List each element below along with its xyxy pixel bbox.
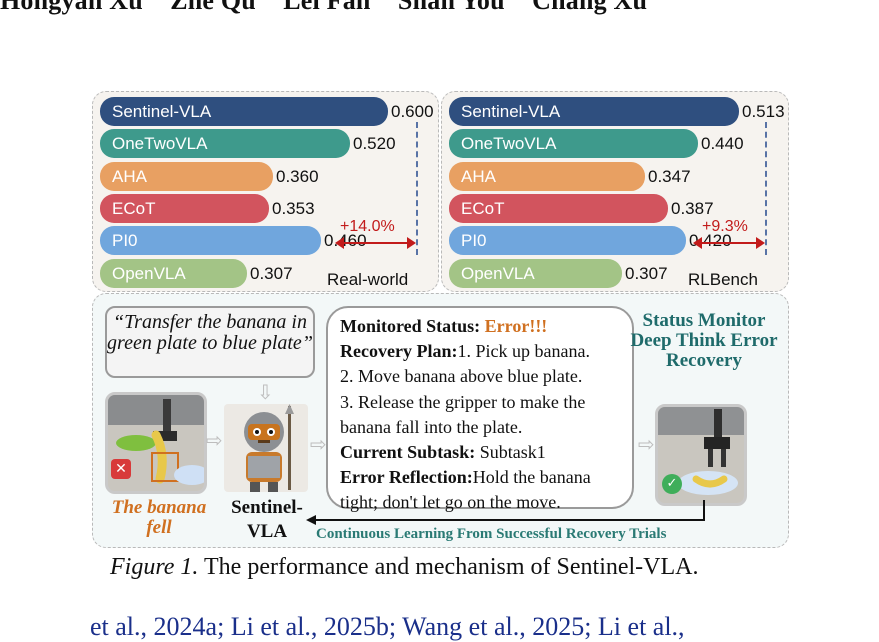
citation-links[interactable]: et al., 2024a; Li et al., 2025b; Wang et… [90, 612, 685, 641]
gain-arrow-right-head [407, 237, 416, 249]
bar-value-label: 0.600 [391, 102, 434, 121]
figure-caption: Figure 1. The performance and mechanism … [110, 554, 699, 581]
error-reflection-value: Hold the banana tight; don't let go on t… [340, 467, 591, 513]
monitored-status-line: Monitored Status: Error!!! [340, 314, 632, 339]
bar-onetwovla: OneTwoVLA [449, 129, 698, 158]
recovery-plan-step: 2. Move banana above blue plate. [340, 366, 583, 387]
bar-sentinel-vla: Sentinel-VLA [100, 97, 388, 126]
error-reflection-label: Error Reflection: [340, 467, 473, 488]
gain-arrow-line [700, 242, 760, 244]
monitored-status-label: Monitored Status: [340, 316, 481, 336]
author-affiliation-mark: 4 [371, 0, 378, 3]
gain-annotation: +9.3% [702, 218, 748, 235]
bar-value-label: 0.307 [625, 264, 668, 283]
bar-value-label: 0.440 [701, 134, 744, 153]
author-name: Chang Xu [532, 0, 648, 15]
bar-pi0: PI0 [449, 226, 686, 255]
monitor-title: Status Monitor Deep Think Error Recovery [630, 310, 778, 371]
right-arrow-icon: ⇨ [206, 428, 223, 452]
bar-sentinel-vla: Sentinel-VLA [449, 97, 739, 126]
current-subtask-value: Subtask1 [479, 442, 546, 463]
recovery-plan-line: Recovery Plan:1. Pick up banana. [340, 339, 632, 364]
error-reflection-line: Error Reflection:Hold the banana tight; … [340, 465, 632, 515]
bar-value-label: 0.513 [742, 102, 785, 121]
gain-arrow-right-head [756, 237, 765, 249]
bar-value-label: 0.353 [272, 199, 315, 218]
bar-value-label: 0.460 [324, 231, 367, 250]
bar-value-label: 0.360 [276, 167, 319, 186]
current-subtask-line: Current Subtask: Subtask1 [340, 440, 632, 465]
gain-arrow-line [342, 242, 412, 244]
bar-aha: AHA [449, 162, 645, 191]
author-name: Hongyan Xu [0, 0, 143, 15]
bar-value-label: 0.520 [353, 134, 396, 153]
recovery-plan-step: 1. Pick up banana. [457, 341, 590, 362]
bar-onetwovla: OneTwoVLA [100, 129, 350, 158]
author-name: Zhe Qu [170, 0, 256, 15]
author-affiliation-mark: 2 [143, 0, 150, 3]
author-affiliation-mark: 1 [647, 0, 654, 3]
sentinel-robot-mascot [224, 404, 308, 492]
reference-dashed-line [765, 122, 767, 255]
current-subtask-label: Current Subtask: [340, 442, 476, 463]
feedback-loop-arrow [306, 500, 705, 525]
feedback-loop-caption: Continuous Learning From Successful Reco… [316, 526, 667, 542]
author-affiliation-mark: 5 [505, 0, 512, 3]
figure-caption-text: The performance and mechanism of Sentine… [204, 554, 699, 580]
right-arrow-icon: ⇨ [638, 432, 655, 456]
gain-arrow-left-head [693, 237, 702, 249]
bar-openvla: OpenVLA [100, 259, 247, 288]
monitored-status-value: Error!!! [484, 316, 548, 336]
success-check-icon: ✓ [662, 474, 682, 494]
gain-arrow-left-head [335, 237, 344, 249]
recovery-plan-step: 3. Release the gripper to make the banan… [340, 391, 586, 437]
bar-value-label: 0.387 [671, 199, 714, 218]
bar-value-label: 0.307 [250, 264, 293, 283]
bar-ecot: ECoT [100, 194, 269, 223]
agent-label: Sentinel-VLA [231, 497, 303, 542]
bar-value-label: 0.347 [648, 167, 691, 186]
robot-knight-illustration [244, 404, 294, 492]
bar-aha: AHA [100, 162, 273, 191]
right-arrow-icon: ⇨ [310, 432, 327, 456]
panel-label: Real-world [327, 270, 409, 289]
bar-pi0: PI0 [100, 226, 321, 255]
panel-label: RLBench [688, 270, 758, 289]
recovery-plan-label: Recovery Plan: [340, 341, 458, 362]
down-arrow-icon: ⇩ [257, 380, 274, 404]
author-name: Lei Fan [283, 0, 371, 15]
failure-caption: The banana fell [111, 497, 207, 538]
author-name: Shan You [397, 0, 505, 15]
failure-scene-illustration [108, 395, 204, 491]
author-line: Hongyan Xu2 Zhe Qu2 Lei Fan4 Shan You5 C… [0, 0, 654, 16]
author-affiliation-mark: 2 [256, 0, 263, 3]
task-instruction-box: “Transfer the banana in green plate to b… [105, 306, 315, 378]
status-reasoning-box: Monitored Status: Error!!! Recovery Plan… [326, 306, 634, 512]
gain-annotation: +14.0% [340, 218, 395, 235]
bar-ecot: ECoT [449, 194, 668, 223]
error-badge-icon: ✕ [111, 459, 131, 479]
reference-dashed-line [416, 122, 418, 255]
figure-number: Figure 1. [110, 554, 199, 580]
bar-openvla: OpenVLA [449, 259, 622, 288]
